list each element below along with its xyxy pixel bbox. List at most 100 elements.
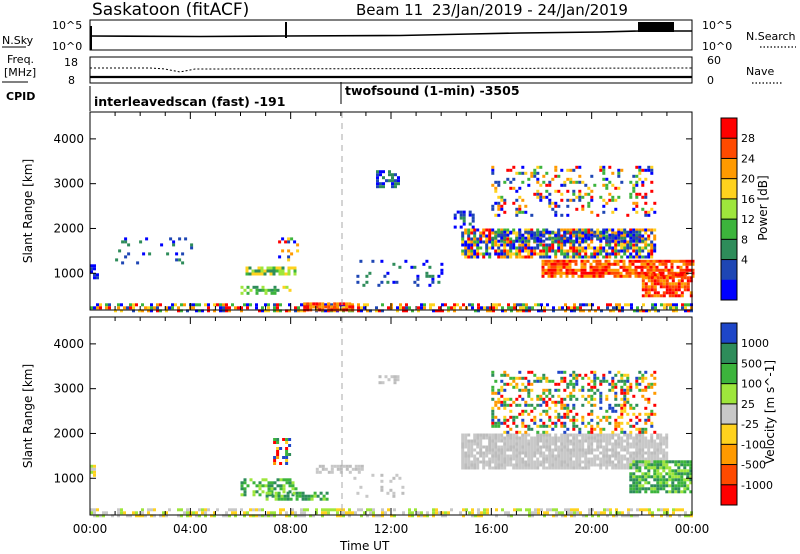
echo-cell bbox=[641, 207, 645, 211]
echo-cell bbox=[548, 433, 552, 437]
echo-cell bbox=[470, 445, 474, 449]
echo-cell bbox=[319, 497, 323, 501]
echo-cell bbox=[578, 454, 582, 458]
echo-cell bbox=[93, 273, 96, 277]
echo-cell bbox=[689, 460, 693, 464]
echo-cell bbox=[290, 237, 294, 241]
echo-cell bbox=[252, 285, 256, 289]
echo-cell bbox=[375, 514, 378, 518]
echo-cell bbox=[638, 469, 642, 473]
echo-cell bbox=[671, 279, 675, 283]
echo-cell bbox=[243, 493, 247, 497]
echo-cell bbox=[631, 271, 635, 275]
echo-cell bbox=[629, 475, 633, 479]
echo-cell bbox=[357, 309, 360, 313]
echo-cell bbox=[518, 249, 522, 253]
echo-cell bbox=[578, 198, 582, 202]
echo-cell bbox=[688, 262, 692, 266]
echo-cell bbox=[592, 268, 596, 272]
echo-cell bbox=[607, 262, 611, 266]
echo-cell bbox=[620, 236, 624, 240]
echo-cell bbox=[117, 514, 120, 518]
echo-cell bbox=[542, 400, 546, 404]
echo-cell bbox=[530, 460, 534, 464]
echo-cell bbox=[531, 306, 534, 310]
echo-cell bbox=[617, 457, 621, 461]
echo-cell bbox=[479, 445, 483, 449]
echo-cell bbox=[554, 382, 558, 386]
echo-cell bbox=[557, 412, 561, 416]
echo-cell bbox=[644, 445, 648, 449]
echo-cell bbox=[283, 494, 287, 498]
echo-cell bbox=[462, 213, 466, 217]
echo-cell bbox=[606, 508, 609, 512]
echo-cell bbox=[360, 508, 363, 512]
echo-cell bbox=[598, 265, 602, 269]
echo-cell bbox=[273, 511, 276, 515]
echo-cell bbox=[563, 228, 567, 232]
echo-cell bbox=[530, 397, 534, 401]
echo-cell bbox=[123, 511, 126, 515]
echo-cell bbox=[177, 514, 180, 518]
echo-cell bbox=[601, 274, 605, 278]
echo-cell bbox=[477, 514, 480, 518]
echo-cell bbox=[662, 457, 666, 461]
echo-cell bbox=[444, 303, 447, 307]
echo-cell bbox=[515, 439, 519, 443]
x-tick-label: 00:00 bbox=[675, 522, 710, 536]
echo-cell bbox=[166, 252, 170, 256]
echo-cell bbox=[560, 439, 564, 443]
echo-cell bbox=[342, 302, 346, 306]
echo-cell bbox=[479, 246, 483, 250]
echo-cell bbox=[468, 210, 472, 214]
echo-cell bbox=[213, 511, 216, 515]
echo-cell bbox=[653, 490, 657, 494]
echo-cell bbox=[539, 252, 543, 256]
echo-cell bbox=[560, 460, 564, 464]
echo-cell bbox=[631, 262, 635, 266]
echo-cell bbox=[246, 291, 250, 295]
echo-cell bbox=[544, 259, 548, 263]
echo-cell bbox=[524, 403, 528, 407]
echo-cell bbox=[641, 487, 645, 491]
echo-cell bbox=[617, 379, 621, 383]
echo-cell bbox=[581, 415, 585, 419]
echo-cell bbox=[644, 397, 648, 401]
echo-cell bbox=[261, 309, 264, 313]
echo-cell bbox=[665, 282, 669, 286]
echo-cell bbox=[288, 303, 291, 307]
echo-cell bbox=[480, 306, 483, 310]
echo-cell bbox=[494, 240, 498, 244]
echo-cell bbox=[413, 265, 417, 269]
echo-cell bbox=[590, 228, 594, 232]
echo-cell bbox=[141, 511, 144, 515]
echo-cell bbox=[683, 463, 687, 467]
echo-cell bbox=[93, 470, 96, 474]
echo-cell bbox=[386, 491, 390, 495]
echo-cell bbox=[566, 249, 570, 253]
echo-cell bbox=[572, 388, 576, 392]
echo-cell bbox=[665, 454, 669, 458]
echo-cell bbox=[644, 472, 648, 476]
echo-cell bbox=[643, 265, 647, 269]
echo-cell bbox=[509, 457, 513, 461]
echo-cell bbox=[653, 210, 657, 214]
echo-cell bbox=[339, 514, 342, 518]
echo-cell bbox=[261, 285, 265, 289]
echo-cell bbox=[495, 508, 498, 512]
echo-cell bbox=[572, 433, 576, 437]
echo-cell bbox=[293, 266, 297, 270]
echo-cell bbox=[557, 460, 561, 464]
echo-cell bbox=[557, 243, 561, 247]
echo-cell bbox=[644, 460, 648, 464]
echo-cell bbox=[258, 309, 261, 313]
echo-cell bbox=[629, 230, 633, 234]
echo-cell bbox=[485, 237, 489, 241]
echo-cell bbox=[477, 306, 480, 310]
echo-cell bbox=[689, 294, 693, 298]
echo-cell bbox=[650, 249, 654, 253]
echo-cell bbox=[479, 454, 483, 458]
echo-cell bbox=[568, 271, 572, 275]
echo-cell bbox=[518, 442, 522, 446]
